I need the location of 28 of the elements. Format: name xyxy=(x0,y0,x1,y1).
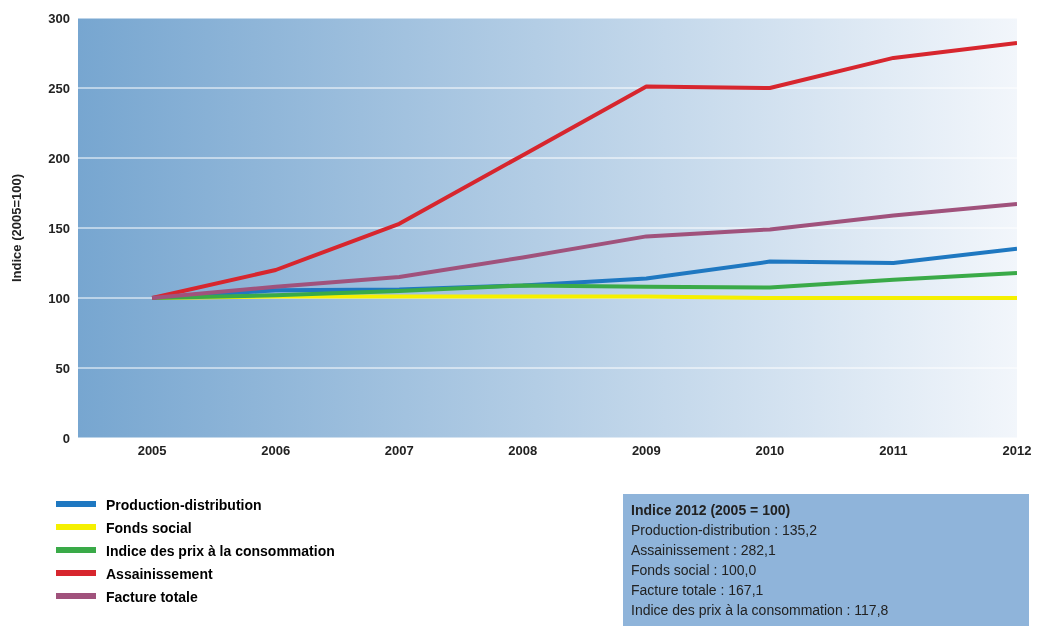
x-tick-label: 2006 xyxy=(261,443,291,459)
y-tick-label: 200 xyxy=(48,150,70,166)
x-tick-label: 2008 xyxy=(508,443,538,459)
x-tick-label: 2005 xyxy=(137,443,167,459)
y-tick-label: 300 xyxy=(48,10,70,26)
x-tick-label: 2009 xyxy=(631,443,661,459)
text: Production-distribution : 135,2 xyxy=(631,521,818,540)
x-tick-label: 2007 xyxy=(384,443,414,459)
text: Facture totale : 167,1 xyxy=(631,581,765,600)
legend-label: Assainissement xyxy=(106,565,213,582)
line-series xyxy=(150,202,1017,300)
y-axis-title: Indice (2005=100) xyxy=(8,173,24,283)
x-tick-label: 2012 xyxy=(1002,443,1032,459)
legend-label: Fonds social xyxy=(106,519,192,536)
text: Indice 2012 (2005 = 100) xyxy=(631,501,792,520)
y-tick-label: 0 xyxy=(62,430,70,446)
text: Indice des prix à la consommation : 117,8 xyxy=(631,601,890,620)
y-tick-label: 150 xyxy=(48,220,70,236)
y-tick-label: 250 xyxy=(48,80,70,96)
legend-label: Indice des prix à la consommation xyxy=(106,542,335,559)
legend-label: Facture totale xyxy=(106,588,198,605)
legend-label: Production-distribution xyxy=(106,496,262,513)
text: Fonds social : 100,0 xyxy=(631,561,758,580)
x-tick-label: 2011 xyxy=(879,443,908,459)
y-tick-label: 50 xyxy=(55,360,70,376)
text: Assainissement : 282,1 xyxy=(631,541,777,560)
x-tick-label: 2010 xyxy=(755,443,785,459)
y-tick-label: 100 xyxy=(48,290,70,306)
